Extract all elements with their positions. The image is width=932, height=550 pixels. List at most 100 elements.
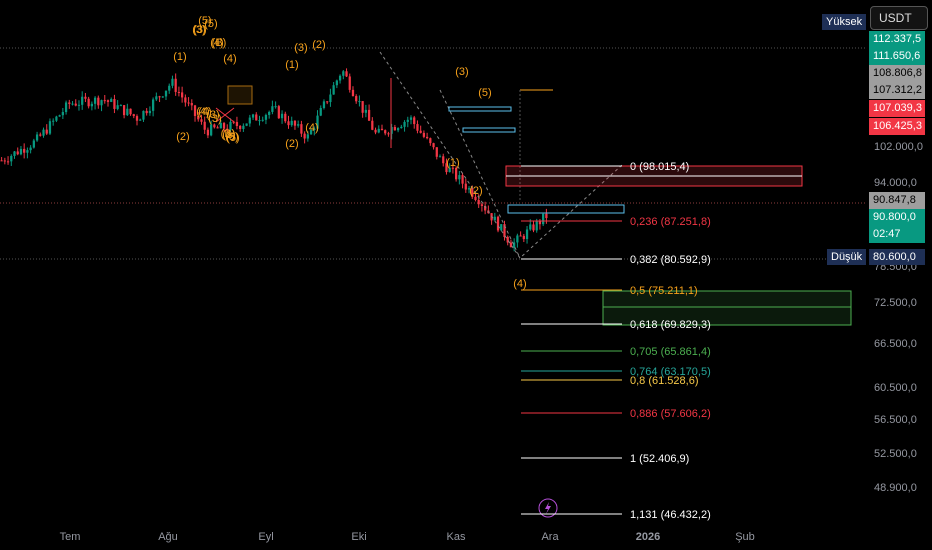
candle-body <box>351 89 355 97</box>
price-tag: 111.650,6 <box>869 48 925 65</box>
cross-mark-b <box>215 107 235 123</box>
candle-body <box>525 229 529 240</box>
candles <box>0 68 548 252</box>
price-tag: 02:47 <box>869 226 925 243</box>
candle-body <box>432 143 435 148</box>
candle-body <box>23 148 26 153</box>
wave-label: (1) <box>285 59 298 71</box>
candle-body <box>148 110 152 114</box>
y-tick-label: 48.900,0 <box>874 482 917 494</box>
wave-label: (3) <box>208 113 221 125</box>
price-tag: 90.847,8 <box>869 192 925 209</box>
x-tick-label: 2026 <box>636 531 660 543</box>
candle-body <box>197 115 200 120</box>
candle-body <box>187 102 190 104</box>
candle-body <box>210 124 213 136</box>
candle-body <box>274 106 277 108</box>
flash-icon <box>538 498 558 518</box>
candle-body <box>371 120 374 130</box>
candle-body <box>293 120 297 126</box>
candle-body <box>545 213 548 219</box>
wave-label: (2) <box>312 39 325 51</box>
candle-body <box>181 92 184 98</box>
wave-label: (3) <box>193 24 206 36</box>
candle-body <box>419 130 422 133</box>
candle-body <box>384 130 387 134</box>
candle-body <box>413 117 416 125</box>
y-tick-label: 66.500,0 <box>874 338 917 350</box>
candle-body <box>316 115 319 129</box>
wave-label: (5) <box>225 131 238 143</box>
candle-body <box>513 242 516 248</box>
candle-body <box>84 96 87 99</box>
candle-body <box>284 113 287 122</box>
fib-label: 0,236 (87.251,8) <box>630 216 711 228</box>
y-tick-label: 52.500,0 <box>874 448 917 460</box>
candle-body <box>300 124 303 134</box>
wave-label: (1) <box>446 157 459 169</box>
candle-body <box>425 136 429 139</box>
candle-body <box>500 224 503 231</box>
candle-body <box>461 175 464 184</box>
candle-body <box>61 112 64 116</box>
candle-body <box>55 116 58 121</box>
candle-body <box>242 125 245 129</box>
candle-body <box>290 120 293 126</box>
candle-body <box>442 156 445 164</box>
candle-body <box>45 129 48 134</box>
wave-label: (B) <box>221 128 236 140</box>
candle-body <box>532 224 535 231</box>
y-tick-label: 56.500,0 <box>874 414 917 426</box>
price-tag: 106.425,3 <box>869 118 925 135</box>
fib-label: 0,705 (65.861,4) <box>630 346 711 358</box>
low-badge: Düşük <box>827 249 867 265</box>
candle-body <box>364 109 367 113</box>
candle-body <box>135 116 139 121</box>
wave-label: (1) <box>222 129 235 141</box>
candle-body <box>367 109 371 121</box>
wave-labels: (1)(2)(3)(4)(5)(3)(5)(B)(4)(4)(3)(B)(5)(… <box>173 15 526 290</box>
candle-body <box>345 71 348 77</box>
candle-body <box>119 105 123 107</box>
candle-body <box>10 155 13 162</box>
candle-body <box>64 102 68 113</box>
wave-label: (4) <box>513 278 526 290</box>
candle-body <box>332 85 335 95</box>
price-tag: 90.800,0 <box>869 209 925 226</box>
axes: Tem Ağu Eyl Eki Kas Ara 2026 Şub 102.000,0 94.000… <box>60 141 923 543</box>
candle-body <box>77 104 81 106</box>
candle-body <box>451 167 455 169</box>
candle-body <box>190 103 193 106</box>
candle-body <box>16 151 19 155</box>
fib-label: 0 (98.015,4) <box>630 161 689 173</box>
candle-body <box>493 216 496 221</box>
fib-label: 0,382 (80.592,9) <box>630 254 711 266</box>
candle-body <box>81 96 84 105</box>
x-tick-label: Şub <box>735 531 755 543</box>
wave-label: (4) <box>198 106 211 118</box>
price-tag: 108.806,8 <box>869 65 925 82</box>
candle-body <box>480 204 484 206</box>
demand-zone <box>507 204 625 214</box>
wave-label: (2) <box>176 131 189 143</box>
candle-body <box>19 148 23 155</box>
candle-body <box>471 188 474 197</box>
currency-selector[interactable]: USDT <box>870 6 928 30</box>
candle-body <box>239 125 242 129</box>
candle-body <box>319 108 322 116</box>
candle-body <box>74 103 77 106</box>
fib-label: 0,618 (69.829,3) <box>630 319 711 331</box>
candle-body <box>519 235 522 237</box>
candle-body <box>484 205 487 211</box>
candle-body <box>390 127 393 134</box>
candle-body <box>322 101 326 109</box>
candle-body <box>132 114 135 117</box>
candle-body <box>226 128 229 130</box>
candle-body <box>213 124 216 128</box>
wave-label: (4) <box>223 53 236 65</box>
wave-box <box>227 85 253 105</box>
candle-body <box>93 97 97 104</box>
wave-label: (B) <box>212 37 227 49</box>
candle-body <box>103 100 106 102</box>
